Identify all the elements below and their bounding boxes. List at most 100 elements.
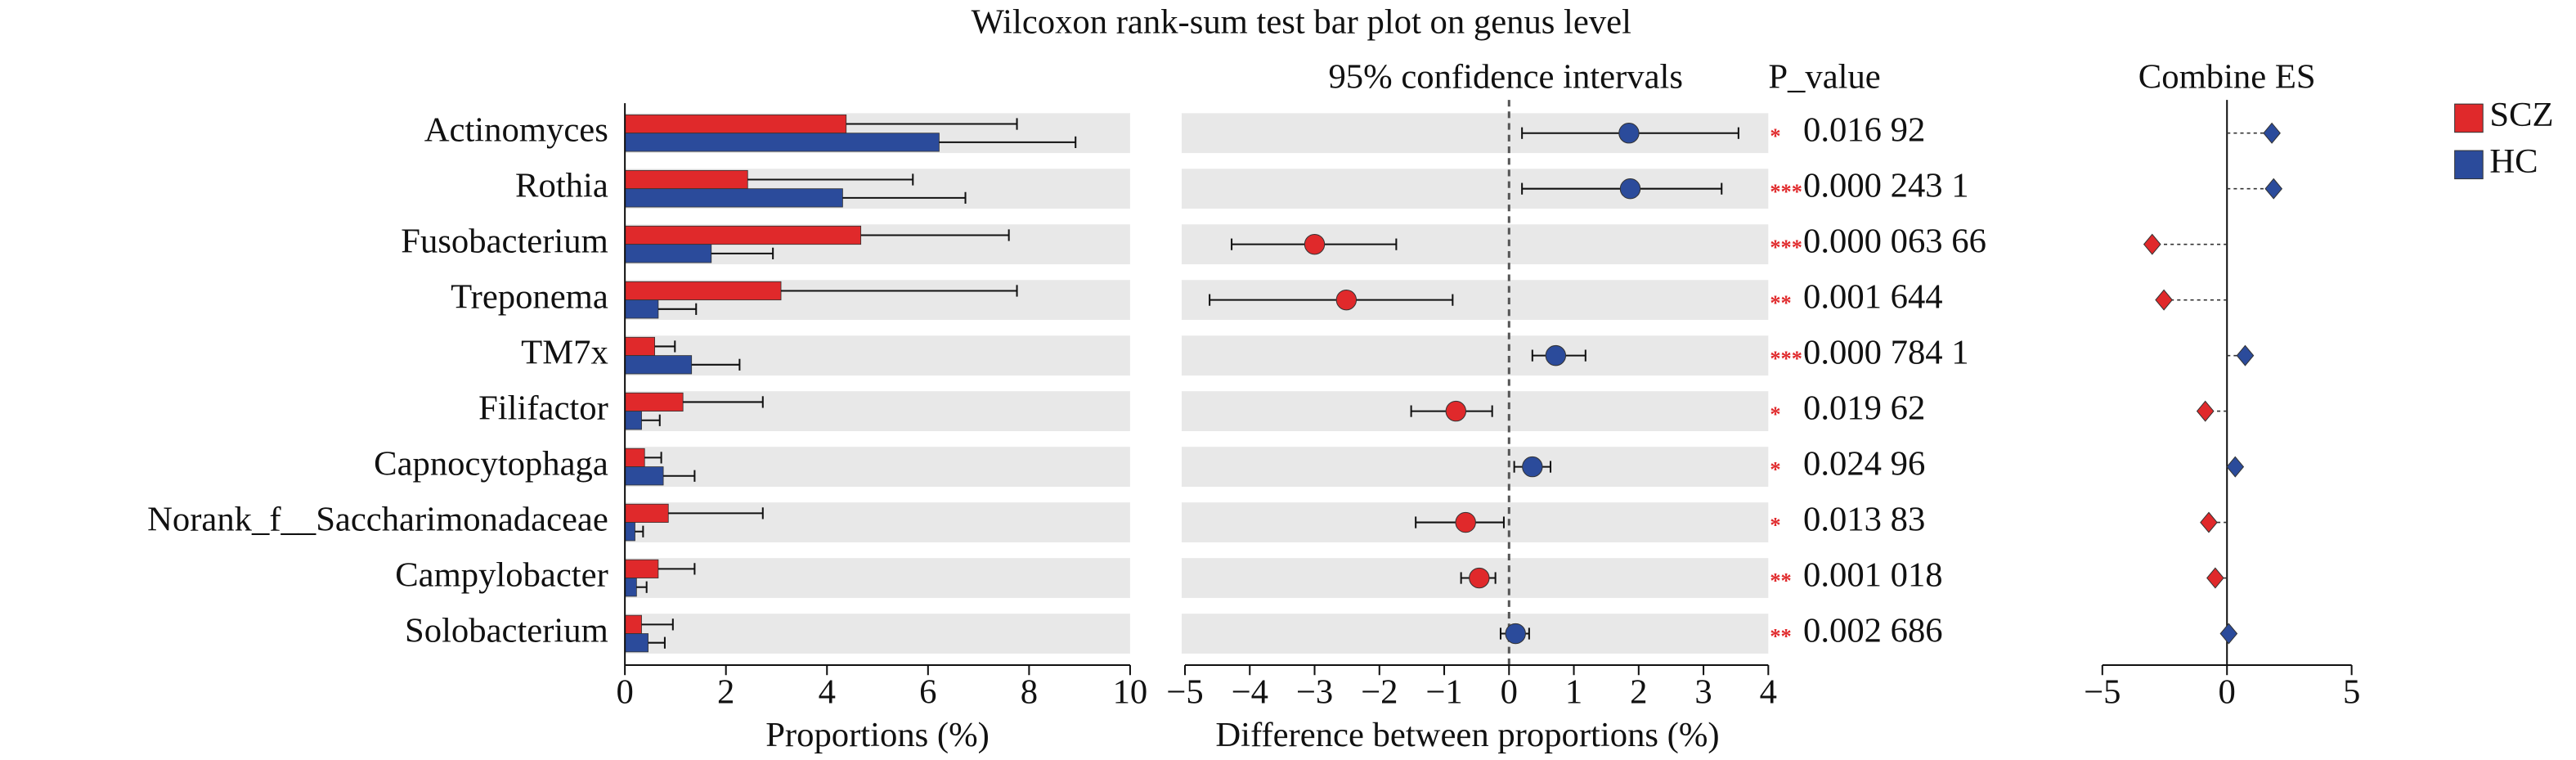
significance: * [1770,457,1780,482]
diamond [2200,511,2218,533]
x-tick-label: 3 [1694,672,1712,711]
row-band [1181,614,1769,654]
point [1618,123,1640,144]
p-value: 0.013 83 [1803,500,1925,538]
diamond [2206,567,2224,589]
p-value: 0.024 96 [1803,444,1925,483]
diamond [2263,122,2281,144]
point [1522,456,1543,478]
bar [624,411,642,430]
x-tick-label: 2 [1630,672,1647,711]
p-value: 0.000 243 1 [1803,166,1969,205]
bar [624,336,655,357]
row-band [625,447,1130,487]
y-tick-label: Norank_f__Saccharimonadaceae [147,500,608,538]
x-tick-label: 4 [1760,672,1777,711]
y-tick-label: Fusobacterium [401,222,608,260]
x-tick-label: 0 [1501,672,1518,711]
x-tick-label: 4 [819,672,836,711]
bar [624,188,843,208]
bar [624,299,659,319]
x-tick-label: −4 [1232,672,1268,711]
point [1335,289,1358,311]
significance: ** [1770,569,1791,593]
x-tick-label: −3 [1296,672,1333,711]
y-tick-label: Rothia [515,166,608,205]
p-value: 0.019 62 [1803,389,1925,427]
point [1469,567,1490,589]
panel-title: Combine ES [2138,57,2316,96]
diamond [2196,400,2215,422]
y-tick-label: Treponema [451,277,608,316]
row-band [625,614,1130,654]
diamond [2226,456,2245,478]
p-value: 0.001 018 [1803,555,1943,594]
row-band [625,335,1130,376]
x-tick-label: −5 [2084,672,2120,711]
point [1505,623,1526,645]
point [1545,344,1567,367]
row-band [625,558,1130,598]
x-tick-label: −5 [1166,672,1203,711]
bar [624,522,635,542]
significance: * [1770,124,1780,148]
point [1445,400,1467,422]
p-value-title: P_value [1768,57,1880,96]
significance: * [1770,513,1780,537]
diamond [2143,233,2161,255]
row-band [1181,335,1769,376]
y-tick-label: TM7x [521,333,608,371]
bar [624,614,642,634]
x-tick-label: 1 [1565,672,1582,711]
bar [624,225,862,245]
x-tick-label: 2 [717,672,734,711]
p-value: 0.002 686 [1803,611,1943,650]
y-tick-label: Campylobacter [395,555,608,594]
significance: *** [1770,235,1802,259]
bar [624,355,693,375]
x-tick-label: 0 [616,672,633,711]
y-tick-label: Capnocytophaga [374,444,608,483]
row-band [625,502,1130,542]
y-tick-label: Actinomyces [424,111,608,150]
point [1304,233,1326,255]
row-band [625,391,1130,431]
x-tick-label: 6 [919,672,936,711]
bar [624,447,645,467]
x-tick-label: 5 [2343,672,2360,711]
diamond [2264,178,2283,200]
p-value: 0.000 784 1 [1803,333,1969,371]
significance: * [1770,402,1780,426]
y-tick-label: Solobacterium [405,611,608,650]
x-axis-label: Proportions (%) [765,716,990,754]
significance: *** [1770,346,1802,371]
x-axis-label: Difference between proportions (%) [1215,716,1719,754]
bar [624,466,664,486]
bar [624,133,940,152]
chart-title: Wilcoxon rank-sum test bar plot on genus… [972,2,1631,41]
diamond [2236,344,2255,367]
legend-label: SCZ [2489,96,2553,134]
p-value: 0.000 063 66 [1803,222,1986,260]
panel-title: 95% confidence intervals [1328,57,1683,96]
bar [624,281,782,301]
p-value: 0.001 644 [1803,277,1943,316]
bar [624,114,847,134]
bar [624,169,748,190]
legend-swatch [2454,103,2484,133]
diamond [2219,623,2238,645]
bar [624,503,669,523]
row-band [1181,447,1769,487]
x-tick-label: 8 [1021,672,1038,711]
bar [624,633,648,653]
legend-label: HC [2489,142,2538,181]
x-tick-label: −2 [1361,672,1398,711]
significance: ** [1770,290,1791,315]
p-value: 0.016 92 [1803,111,1925,150]
point [1619,178,1641,200]
significance: *** [1770,179,1802,204]
bar [624,578,637,597]
y-tick-label: Filifactor [478,389,608,427]
